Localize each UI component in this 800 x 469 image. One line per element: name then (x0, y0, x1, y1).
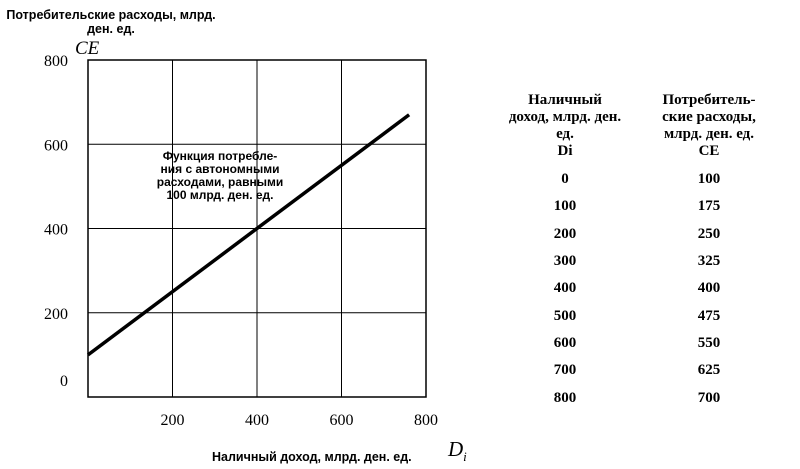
table-cell: 625 (697, 362, 721, 379)
table-cell: 600 (553, 334, 577, 351)
x-axis-symbol: Di (448, 437, 467, 465)
consumption-line (86, 113, 411, 357)
x-axis-title: Наличный доход, млрд. ден. ед. (212, 450, 412, 464)
header-line: ед. (556, 126, 574, 142)
table-cell: 175 (697, 198, 721, 215)
table-cell: 400 (697, 280, 721, 297)
table-cell: 300 (553, 253, 577, 270)
table-cell: 200 (553, 225, 577, 242)
header-line: Потребитель- (662, 92, 756, 108)
table-row: 400 400 (488, 275, 776, 302)
header-line: Наличный (528, 92, 602, 108)
tick-layer: 200 400 600 800 0 200 400 600 800 (44, 53, 438, 429)
x-tick-label: 200 (161, 412, 185, 429)
table-cell: 800 (553, 389, 577, 406)
table-row: 800 700 (488, 384, 776, 411)
x-axis-symbol-subscript: i (463, 449, 467, 465)
table-row: 100 175 (488, 193, 776, 220)
x-axis-symbol-letter: D (448, 437, 464, 461)
annotation-line: расходами, равными (156, 175, 284, 189)
y-tick-label: 0 (60, 373, 68, 390)
table-cell: 100 (553, 198, 577, 215)
table-cell: 250 (697, 225, 721, 242)
table-cell: 325 (697, 253, 721, 270)
y-tick-label: 400 (44, 222, 68, 239)
table-cell: 100 (697, 171, 721, 188)
y-tick-label: 800 (44, 53, 68, 70)
table-row: 0 100 (488, 166, 776, 193)
table-row: 500 475 (488, 302, 776, 329)
y-axis-symbol: CE (75, 38, 100, 59)
data-table: Наличный доход, млрд. ден. ед. Di Потреб… (488, 92, 776, 412)
x-tick-label: 400 (245, 412, 269, 429)
table-cell: 700 (697, 389, 721, 406)
header-line: Di (557, 143, 573, 159)
y-tick-label: 600 (44, 137, 68, 154)
annotation-line: ния с автономными (160, 162, 280, 176)
table-cell: 700 (553, 362, 577, 379)
header-line: CE (698, 143, 720, 159)
line-annotation: Функция потребле- ния с автономными расх… (140, 150, 300, 202)
table-row: 200 250 (488, 221, 776, 248)
header-line: ские расходы, (662, 109, 756, 125)
table-cell: 550 (697, 334, 721, 351)
line-layer (86, 113, 411, 357)
table-header-income: Наличный доход, млрд. ден. ед. Di (488, 92, 642, 166)
table-cell: 475 (697, 307, 721, 324)
table-cell: 500 (553, 307, 577, 324)
y-axis-title: Потребительские расходы, млрд. ден. ед. (6, 8, 216, 36)
table-row: 700 625 (488, 357, 776, 384)
y-tick-label: 200 (44, 306, 68, 323)
table-row: 300 325 (488, 248, 776, 275)
header-line: млрд. ден. ед. (663, 126, 755, 142)
table-cell: 0 (561, 171, 569, 188)
header-line: доход, млрд. ден. (508, 109, 622, 125)
x-tick-label: 800 (414, 412, 438, 429)
x-tick-label: 600 (330, 412, 354, 429)
table-header-spending: Потребитель- ские расходы, млрд. ден. ед… (642, 92, 776, 166)
annotation-line: 100 млрд. ден. ед. (166, 188, 274, 202)
annotation-line: Функция потребле- (162, 149, 278, 163)
table-row: 600 550 (488, 330, 776, 357)
plot-frame (87, 59, 427, 398)
table-cell: 400 (553, 280, 577, 297)
table-header-row: Наличный доход, млрд. ден. ед. Di Потреб… (488, 92, 776, 166)
